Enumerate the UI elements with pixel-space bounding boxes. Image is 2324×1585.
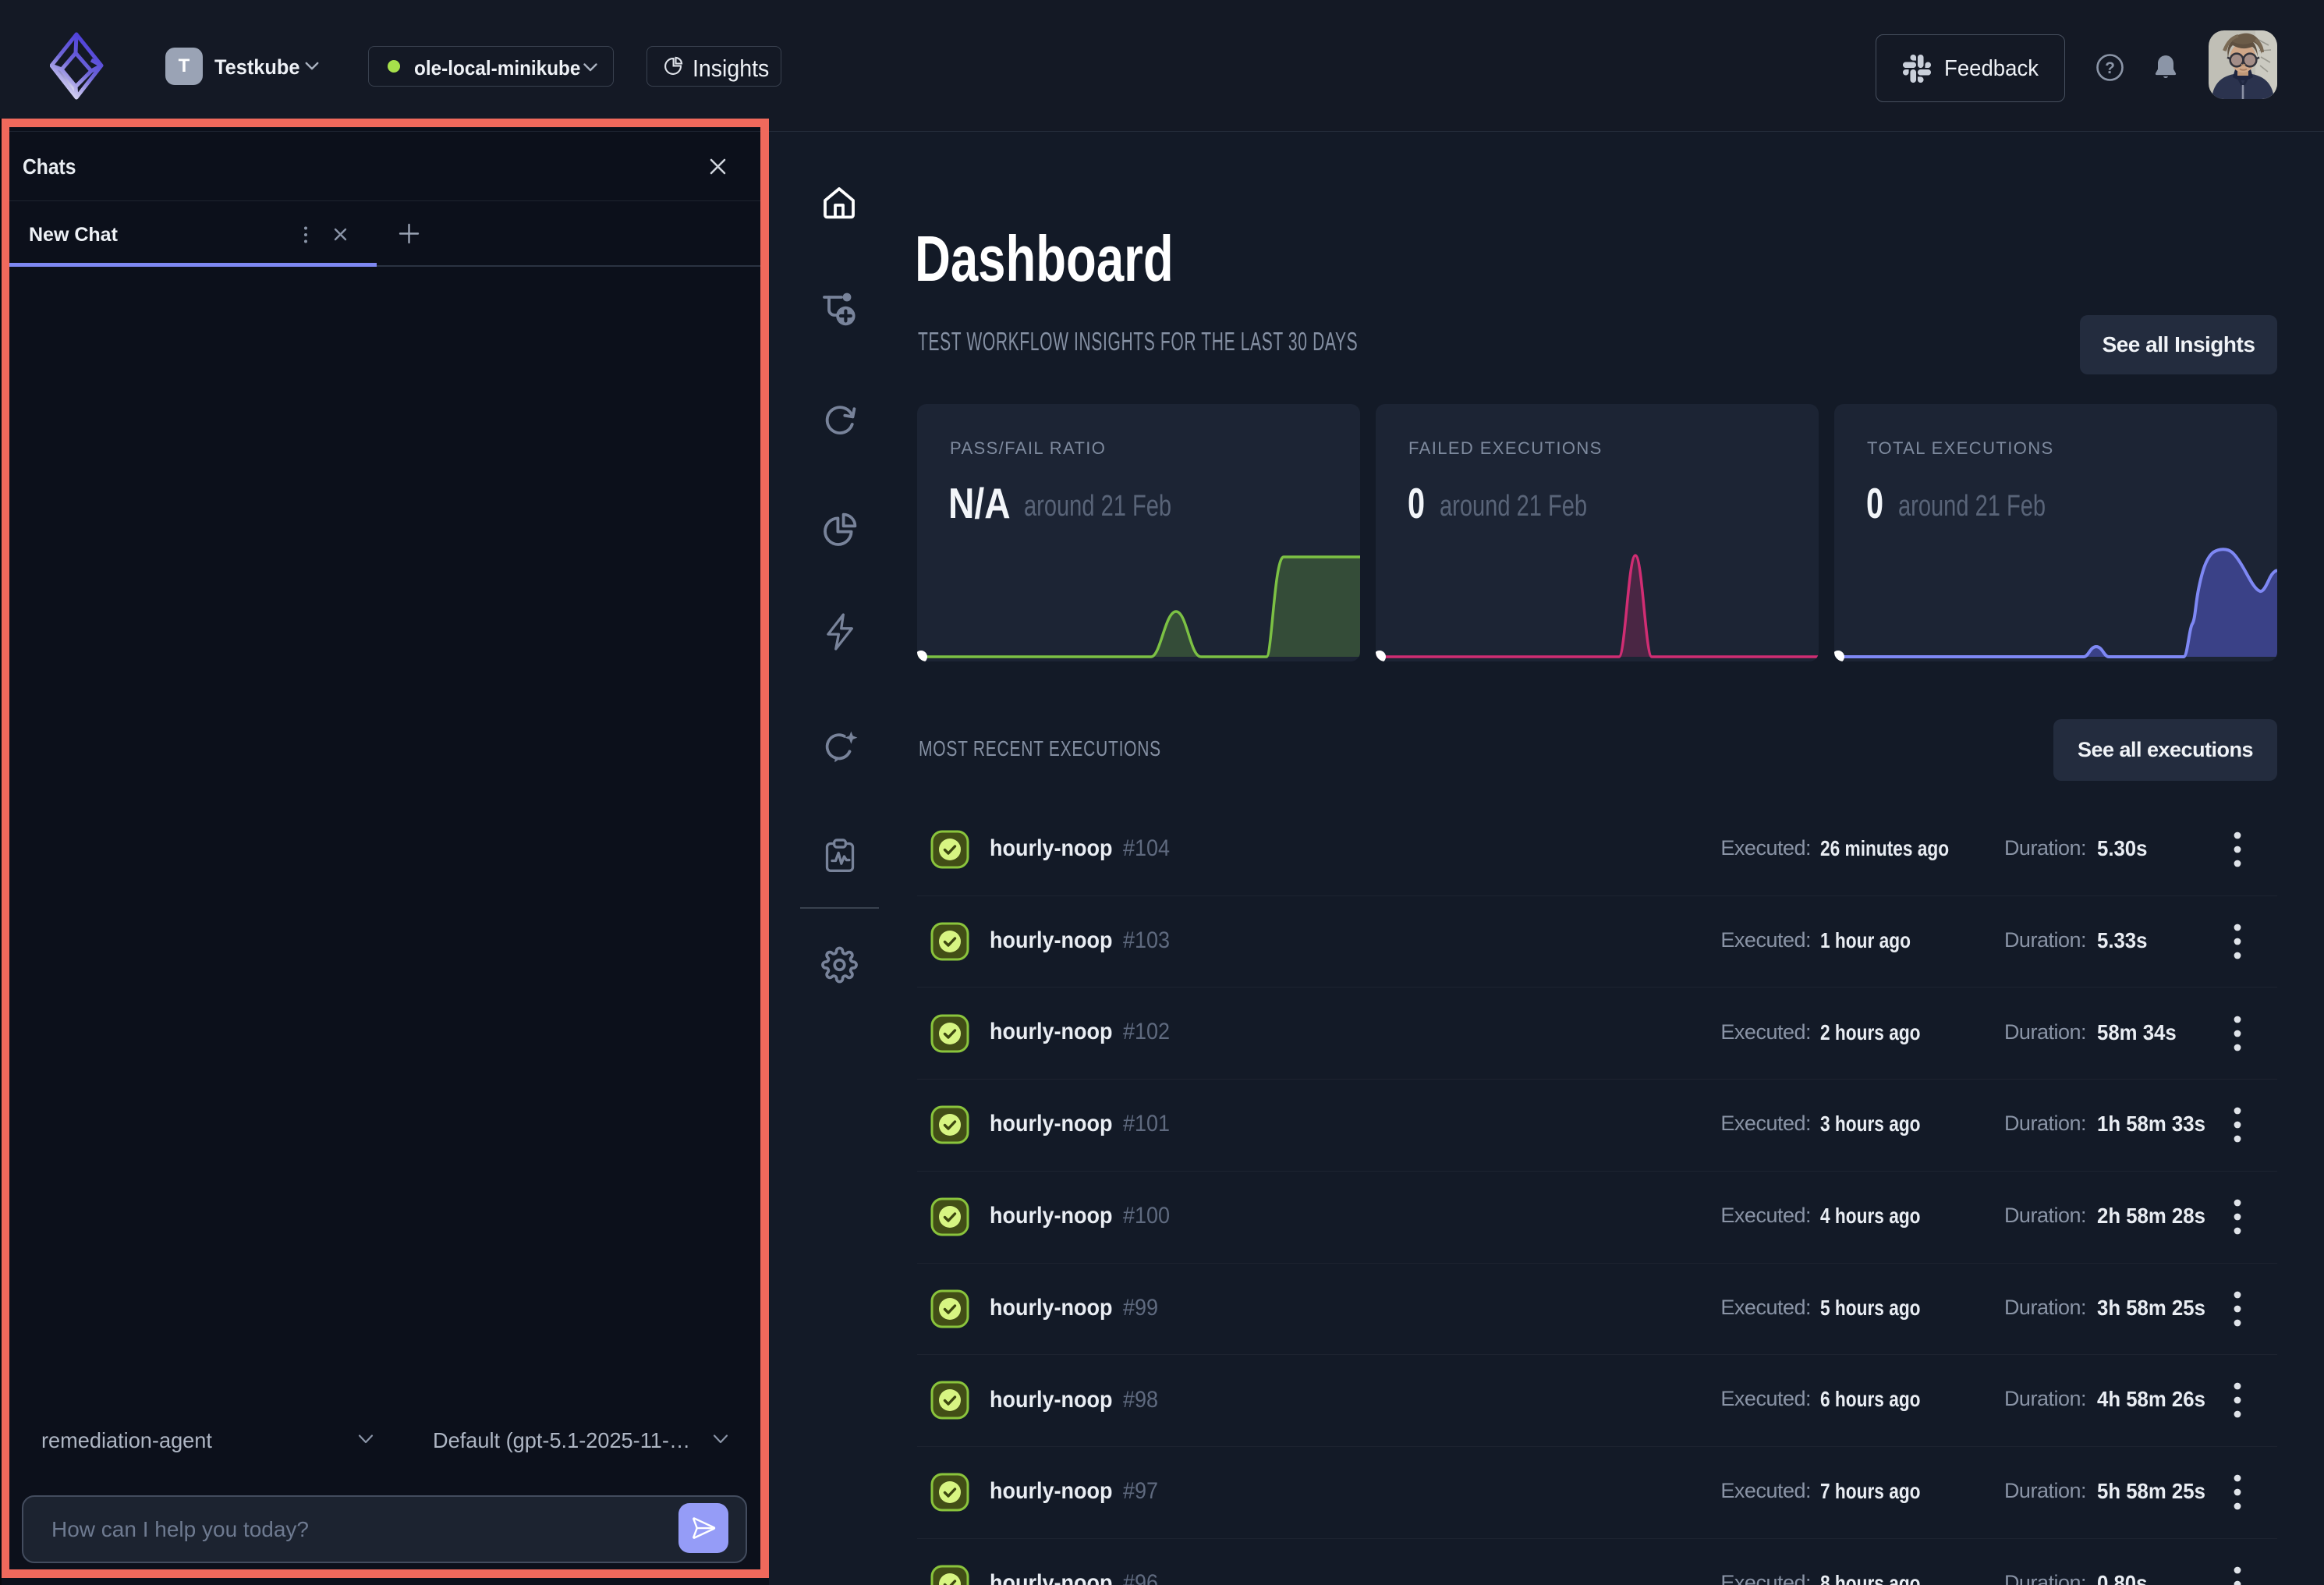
- svg-text:?: ?: [2105, 59, 2115, 77]
